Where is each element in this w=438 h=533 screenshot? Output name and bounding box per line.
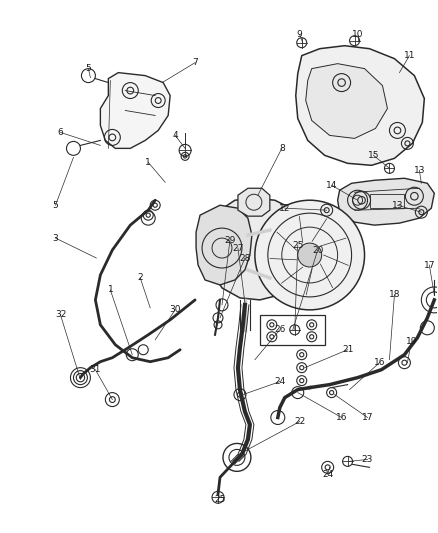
Text: 28: 28: [239, 254, 251, 263]
Circle shape: [298, 243, 321, 267]
Text: 2: 2: [138, 273, 143, 282]
Text: 23: 23: [362, 455, 373, 464]
Text: 1: 1: [107, 286, 113, 294]
Text: 6: 6: [58, 128, 64, 137]
Text: 5: 5: [53, 201, 58, 209]
Text: 12: 12: [279, 204, 290, 213]
Polygon shape: [306, 63, 388, 139]
Text: 19: 19: [406, 337, 417, 346]
Text: 10: 10: [352, 30, 363, 39]
Text: 14: 14: [326, 181, 337, 190]
Polygon shape: [296, 46, 424, 165]
Text: 24: 24: [322, 470, 333, 479]
Text: 25: 25: [292, 240, 304, 249]
Text: 16: 16: [374, 358, 385, 367]
Polygon shape: [100, 72, 170, 148]
Text: 32: 32: [55, 310, 66, 319]
Polygon shape: [210, 198, 312, 300]
Text: 26: 26: [274, 325, 286, 334]
Text: 25: 25: [214, 495, 226, 504]
Text: 20: 20: [312, 246, 323, 255]
Text: 17: 17: [424, 261, 435, 270]
Text: 3: 3: [53, 233, 58, 243]
Text: 7: 7: [192, 58, 198, 67]
Polygon shape: [338, 178, 434, 225]
Text: 16: 16: [336, 413, 347, 422]
Text: 4: 4: [172, 131, 178, 140]
Text: 8: 8: [279, 144, 285, 153]
Circle shape: [255, 200, 364, 310]
Text: 11: 11: [404, 51, 415, 60]
Text: 18: 18: [389, 290, 400, 300]
Text: 15: 15: [368, 151, 379, 160]
Text: 17: 17: [362, 413, 373, 422]
Text: 13: 13: [413, 166, 425, 175]
Polygon shape: [196, 205, 252, 285]
Text: 9: 9: [297, 30, 303, 39]
Polygon shape: [238, 188, 270, 216]
Text: 13: 13: [392, 201, 403, 209]
Text: 5: 5: [85, 64, 91, 73]
Text: 30: 30: [170, 305, 181, 314]
Text: 22: 22: [294, 417, 305, 426]
Text: 29: 29: [224, 236, 236, 245]
Text: 27: 27: [232, 244, 244, 253]
Text: 31: 31: [90, 365, 101, 374]
Text: 24: 24: [274, 377, 286, 386]
Text: 21: 21: [342, 345, 353, 354]
Text: 1: 1: [145, 158, 151, 167]
